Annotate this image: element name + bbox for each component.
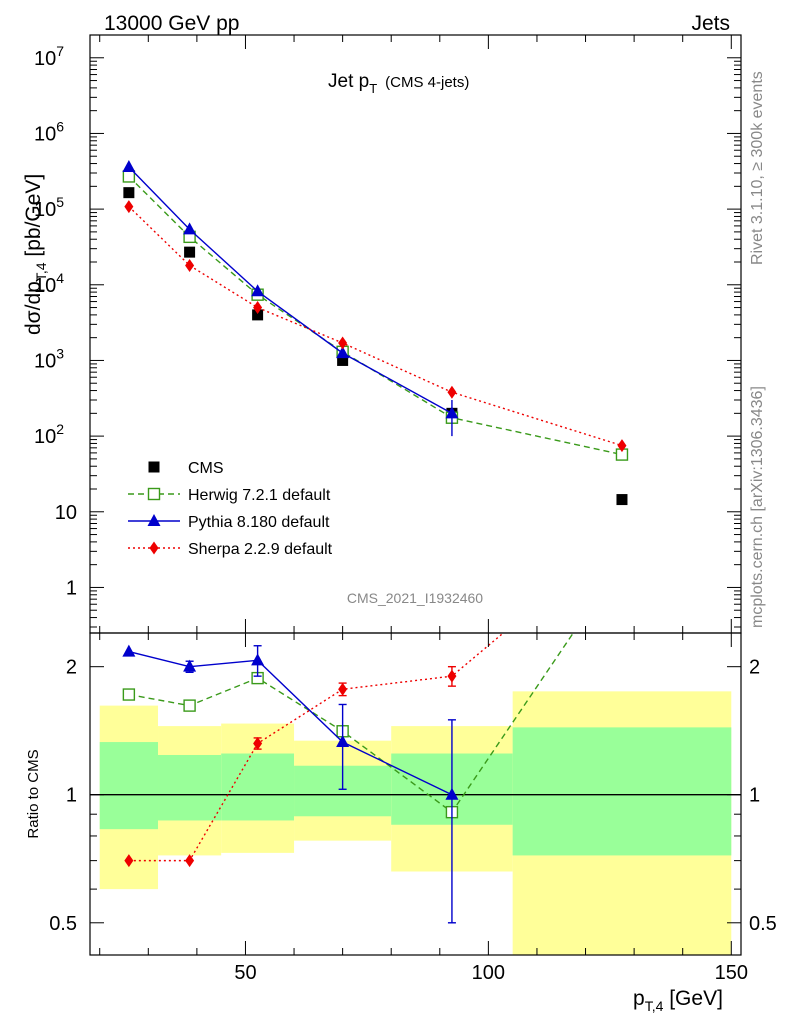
y-tick-label: 105 (34, 194, 64, 221)
ratio-plot-frame (89, 632, 742, 956)
data-point (122, 170, 136, 183)
data-point (447, 385, 457, 399)
data-point (123, 187, 135, 199)
inner-band (512, 727, 732, 856)
ratio-plot: 0.5 0.5 1 1 2 2 50 100 150 Ratio to CMS pT,4 [G… (25, 35, 777, 1014)
x-tick-label: 100 (472, 962, 505, 984)
data-point (336, 346, 350, 359)
ratio-point (253, 736, 263, 750)
y-tick-label: 104 (34, 270, 64, 297)
legend-label: CMS (188, 460, 224, 477)
ratio-y-tick-label: 2 (66, 657, 77, 679)
data-point (253, 301, 263, 315)
ratio-line (128, 633, 575, 814)
ratio-point (251, 653, 265, 666)
ratio-point (183, 699, 196, 712)
ratio-y-tick-label: 1 (66, 785, 77, 807)
data-point (185, 258, 195, 272)
series-line (128, 175, 623, 456)
data-point (251, 284, 265, 297)
main-series (122, 160, 629, 506)
ratio-series-group (122, 633, 575, 924)
x-tick-label: 50 (234, 962, 256, 984)
legend-marker (149, 541, 159, 555)
main-y-axis-label: dσ/dpT,4 [pb/GeV] (22, 174, 49, 335)
ratio-point (183, 659, 197, 672)
ratio-point (122, 688, 136, 701)
data-point (184, 246, 196, 258)
ratio-point (122, 644, 136, 657)
x-axis-label: pT,4 [GeV] (633, 987, 723, 1014)
ratio-point (185, 854, 195, 868)
rivet-label: Rivet 3.1.10, ≥ 300k events (749, 71, 766, 265)
ratio-point (447, 669, 457, 683)
data-point (617, 439, 627, 453)
mcplots-label: mcplots.cern.ch [arXiv:1306.3436] (749, 386, 766, 628)
x-tick-label: 150 (715, 962, 748, 984)
data-point (337, 354, 349, 366)
ratio-y-tick-label-right: 2 (749, 657, 760, 679)
y-tick-label: 102 (34, 421, 64, 448)
data-point (252, 309, 264, 321)
x-ticks: 50 100 150 (99, 35, 748, 984)
inner-band (158, 754, 222, 821)
data-point (122, 160, 136, 173)
series-line (128, 206, 623, 447)
legend-marker (147, 487, 161, 501)
ratio-line (128, 633, 505, 862)
legend-marker (148, 461, 160, 473)
main-title: Jet pT (CMS 4-jets) (328, 71, 469, 96)
ratio-series (122, 633, 575, 924)
header-right: Jets (691, 12, 730, 35)
y-tick-label: 106 (34, 118, 64, 145)
y-tick-label: 1 (66, 577, 77, 599)
inner-band (221, 753, 295, 821)
main-y-ticks: 1 10 102 103 104 105 106 107 (34, 34, 741, 628)
data-point (183, 222, 197, 235)
legend: CMS Herwig 7.2.1 default Pythia 8.180 defa… (128, 460, 333, 558)
series-line (128, 166, 453, 414)
y-tick-label: 103 (34, 345, 64, 372)
ratio-point (338, 682, 348, 696)
ratio-y-tick-label-right: 0.5 (749, 913, 777, 935)
legend-label: Sherpa 2.2.9 default (188, 541, 333, 558)
legend-label: Pythia 8.180 default (188, 514, 330, 531)
data-point (124, 200, 134, 214)
ratio-point (336, 735, 350, 748)
inner-band (99, 742, 159, 830)
ratio-y-ticks: 0.5 0.5 1 1 2 2 (49, 657, 777, 935)
data-point (616, 494, 628, 506)
y-tick-label: 107 (34, 43, 64, 70)
header-left: 13000 GeV pp (104, 12, 239, 35)
legend-marker (147, 514, 161, 526)
ratio-y-tick-label: 0.5 (49, 913, 77, 935)
ratio-y-axis-label: Ratio to CMS (25, 749, 42, 838)
watermark: CMS_2021_I1932460 (347, 590, 483, 606)
data-point (338, 336, 348, 350)
y-tick-label: 10 (55, 502, 77, 524)
ratio-y-tick-label-right: 1 (749, 785, 760, 807)
legend-label: Herwig 7.2.1 default (188, 487, 331, 504)
ratio-point (124, 854, 134, 868)
ratio-point (445, 787, 459, 800)
uncertainty-bands (99, 691, 732, 955)
